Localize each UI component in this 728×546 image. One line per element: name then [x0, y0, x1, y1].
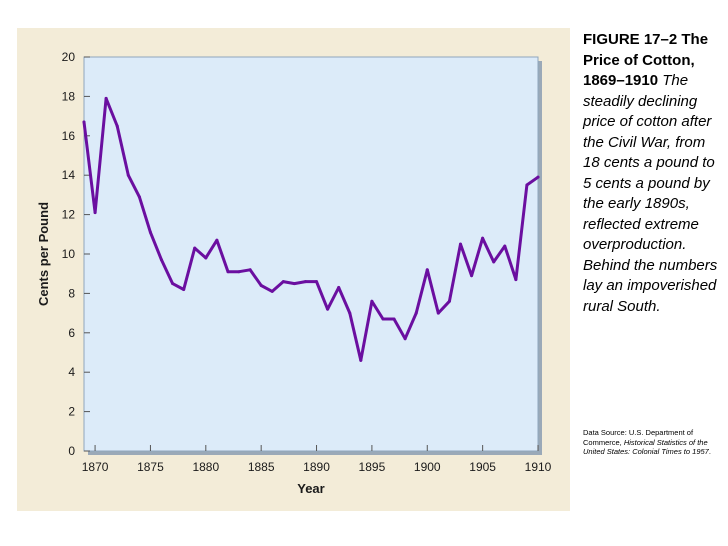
data-point	[481, 236, 485, 240]
data-point	[348, 311, 352, 315]
figure-title: FIGURE 17–2 The Price of Cotton, 1869–19…	[583, 31, 709, 89]
y-tick-label: 0	[68, 444, 75, 458]
data-point	[425, 268, 429, 272]
figure-caption: FIGURE 17–2 The Price of Cotton, 1869–19…	[583, 30, 723, 317]
data-point	[82, 120, 86, 124]
data-point	[148, 230, 152, 234]
x-tick-label: 1875	[137, 460, 164, 474]
data-point	[492, 260, 496, 264]
data-point	[126, 173, 130, 177]
data-point	[193, 246, 197, 250]
data-point	[259, 284, 263, 288]
data-point	[204, 256, 208, 260]
data-point	[447, 299, 451, 303]
data-point	[215, 238, 219, 242]
data-point	[104, 96, 108, 100]
data-point	[115, 124, 119, 128]
data-point	[392, 317, 396, 321]
data-point	[436, 311, 440, 315]
source-suffix: .	[708, 447, 711, 457]
data-point	[514, 278, 518, 282]
figure-description: The steadily declining price of cotton a…	[583, 72, 718, 315]
data-point	[381, 317, 385, 321]
y-tick-label: 6	[68, 326, 75, 340]
source-prefix: Data Source: U.S. Department of Commerce…	[583, 428, 694, 447]
data-point	[503, 244, 507, 248]
y-tick-label: 14	[62, 168, 76, 182]
x-tick-label: 1910	[525, 460, 552, 474]
data-source: Data Source: U.S. Department of Commerce…	[583, 428, 718, 457]
data-point	[414, 311, 418, 315]
data-point	[270, 289, 274, 293]
data-point	[359, 358, 363, 362]
data-point	[137, 195, 141, 199]
data-point	[525, 183, 529, 187]
data-point	[370, 299, 374, 303]
data-point	[171, 282, 175, 286]
data-point	[470, 274, 474, 278]
data-point	[458, 242, 462, 246]
data-point	[337, 285, 341, 289]
x-tick-label: 1880	[192, 460, 219, 474]
x-tick-label: 1895	[359, 460, 386, 474]
data-point	[182, 287, 186, 291]
y-tick-label: 8	[68, 286, 75, 300]
y-tick-label: 12	[62, 208, 76, 222]
data-point	[403, 337, 407, 341]
data-point	[160, 258, 164, 262]
data-point	[326, 307, 330, 311]
data-point	[303, 280, 307, 284]
x-tick-label: 1900	[414, 460, 441, 474]
y-tick-label: 10	[62, 247, 76, 261]
plot-area	[83, 56, 539, 452]
x-tick-label: 1870	[82, 460, 109, 474]
x-tick-label: 1890	[303, 460, 330, 474]
series-line-cotton-price	[82, 96, 540, 362]
y-axis-label: Cents per Pound	[36, 202, 51, 306]
data-point	[226, 270, 230, 274]
x-tick-label: 1885	[248, 460, 275, 474]
y-tick-label: 18	[62, 89, 76, 103]
x-tick-label: 1905	[469, 460, 496, 474]
data-point	[281, 280, 285, 284]
y-tick-label: 20	[62, 50, 76, 64]
data-point	[248, 268, 252, 272]
data-point	[292, 282, 296, 286]
data-point	[315, 280, 319, 284]
data-point	[536, 175, 540, 179]
x-axis-label: Year	[297, 481, 324, 496]
source-title: Historical Statistics of the United Stat…	[583, 437, 709, 457]
y-tick-label: 4	[68, 365, 75, 379]
y-tick-label: 16	[62, 129, 76, 143]
data-point	[237, 270, 241, 274]
data-point	[93, 211, 97, 215]
y-tick-label: 2	[68, 405, 75, 419]
